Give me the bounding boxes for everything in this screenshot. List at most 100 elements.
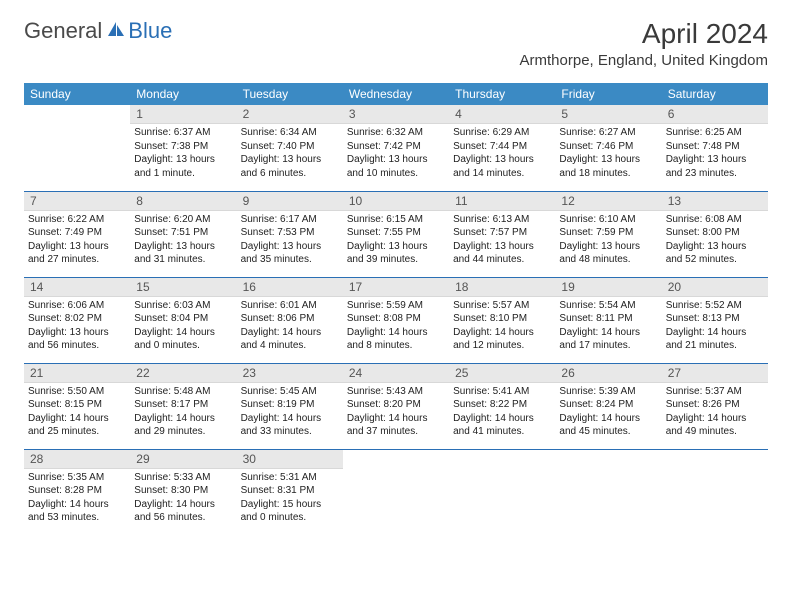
sunrise-text: Sunrise: 6:29 AM: [453, 126, 551, 140]
day-number: [343, 450, 449, 454]
day-content: Sunrise: 6:25 AMSunset: 7:48 PMDaylight:…: [662, 124, 768, 182]
calendar-cell: 6Sunrise: 6:25 AMSunset: 7:48 PMDaylight…: [662, 105, 768, 191]
sunset-text: Sunset: 7:53 PM: [241, 226, 339, 240]
sunset-text: Sunset: 8:13 PM: [666, 312, 764, 326]
sunset-text: Sunset: 7:55 PM: [347, 226, 445, 240]
calendar-cell: 30Sunrise: 5:31 AMSunset: 8:31 PMDayligh…: [237, 449, 343, 535]
sunrise-text: Sunrise: 6:08 AM: [666, 213, 764, 227]
sunrise-text: Sunrise: 6:15 AM: [347, 213, 445, 227]
daylight-text: Daylight: 13 hours and 44 minutes.: [453, 240, 551, 267]
day-number: [555, 450, 661, 454]
sunrise-text: Sunrise: 5:41 AM: [453, 385, 551, 399]
day-number: 27: [662, 364, 768, 383]
day-number: 15: [130, 278, 236, 297]
day-content: Sunrise: 6:15 AMSunset: 7:55 PMDaylight:…: [343, 211, 449, 269]
day-number: 3: [343, 105, 449, 124]
title-block: April 2024 Armthorpe, England, United Ki…: [520, 18, 768, 69]
sunrise-text: Sunrise: 5:59 AM: [347, 299, 445, 313]
day-content: Sunrise: 5:50 AMSunset: 8:15 PMDaylight:…: [24, 383, 130, 441]
day-content: Sunrise: 6:20 AMSunset: 7:51 PMDaylight:…: [130, 211, 236, 269]
calendar-row: 28Sunrise: 5:35 AMSunset: 8:28 PMDayligh…: [24, 449, 768, 535]
day-number: 26: [555, 364, 661, 383]
day-number: 14: [24, 278, 130, 297]
day-number: [24, 105, 130, 109]
day-content: Sunrise: 6:10 AMSunset: 7:59 PMDaylight:…: [555, 211, 661, 269]
sunset-text: Sunset: 8:30 PM: [134, 484, 232, 498]
sunrise-text: Sunrise: 6:03 AM: [134, 299, 232, 313]
sunrise-text: Sunrise: 5:50 AM: [28, 385, 126, 399]
calendar-cell: [449, 449, 555, 535]
day-content: Sunrise: 5:48 AMSunset: 8:17 PMDaylight:…: [130, 383, 236, 441]
sunrise-text: Sunrise: 5:45 AM: [241, 385, 339, 399]
day-number: 2: [237, 105, 343, 124]
daylight-text: Daylight: 14 hours and 49 minutes.: [666, 412, 764, 439]
day-number: 24: [343, 364, 449, 383]
daylight-text: Daylight: 13 hours and 6 minutes.: [241, 153, 339, 180]
calendar-cell: 10Sunrise: 6:15 AMSunset: 7:55 PMDayligh…: [343, 191, 449, 277]
daylight-text: Daylight: 13 hours and 35 minutes.: [241, 240, 339, 267]
calendar-cell: [662, 449, 768, 535]
calendar-cell: [555, 449, 661, 535]
day-number: [449, 450, 555, 454]
calendar-cell: 15Sunrise: 6:03 AMSunset: 8:04 PMDayligh…: [130, 277, 236, 363]
sunset-text: Sunset: 8:11 PM: [559, 312, 657, 326]
day-number: 10: [343, 192, 449, 211]
calendar-row: 14Sunrise: 6:06 AMSunset: 8:02 PMDayligh…: [24, 277, 768, 363]
day-content: Sunrise: 5:41 AMSunset: 8:22 PMDaylight:…: [449, 383, 555, 441]
sunset-text: Sunset: 8:00 PM: [666, 226, 764, 240]
sunrise-text: Sunrise: 5:31 AM: [241, 471, 339, 485]
day-content: Sunrise: 5:33 AMSunset: 8:30 PMDaylight:…: [130, 469, 236, 527]
daylight-text: Daylight: 13 hours and 31 minutes.: [134, 240, 232, 267]
day-content: Sunrise: 6:13 AMSunset: 7:57 PMDaylight:…: [449, 211, 555, 269]
location: Armthorpe, England, United Kingdom: [520, 52, 768, 69]
day-number: 5: [555, 105, 661, 124]
sunrise-text: Sunrise: 6:13 AM: [453, 213, 551, 227]
day-content: Sunrise: 5:31 AMSunset: 8:31 PMDaylight:…: [237, 469, 343, 527]
day-number: 11: [449, 192, 555, 211]
daylight-text: Daylight: 13 hours and 39 minutes.: [347, 240, 445, 267]
daylight-text: Daylight: 13 hours and 48 minutes.: [559, 240, 657, 267]
sunset-text: Sunset: 8:02 PM: [28, 312, 126, 326]
daylight-text: Daylight: 13 hours and 1 minute.: [134, 153, 232, 180]
sunset-text: Sunset: 7:49 PM: [28, 226, 126, 240]
calendar-cell: 16Sunrise: 6:01 AMSunset: 8:06 PMDayligh…: [237, 277, 343, 363]
header: General Blue April 2024 Armthorpe, Engla…: [0, 0, 792, 73]
calendar-cell: 13Sunrise: 6:08 AMSunset: 8:00 PMDayligh…: [662, 191, 768, 277]
sunset-text: Sunset: 8:15 PM: [28, 398, 126, 412]
day-header: Wednesday: [343, 83, 449, 105]
logo-text-general: General: [24, 18, 102, 44]
day-content: Sunrise: 6:01 AMSunset: 8:06 PMDaylight:…: [237, 297, 343, 355]
calendar-body: 1Sunrise: 6:37 AMSunset: 7:38 PMDaylight…: [24, 105, 768, 535]
sunrise-text: Sunrise: 6:37 AM: [134, 126, 232, 140]
calendar-cell: 3Sunrise: 6:32 AMSunset: 7:42 PMDaylight…: [343, 105, 449, 191]
day-number: 16: [237, 278, 343, 297]
calendar-row: 1Sunrise: 6:37 AMSunset: 7:38 PMDaylight…: [24, 105, 768, 191]
daylight-text: Daylight: 14 hours and 33 minutes.: [241, 412, 339, 439]
day-number: 25: [449, 364, 555, 383]
calendar-cell: 24Sunrise: 5:43 AMSunset: 8:20 PMDayligh…: [343, 363, 449, 449]
sunrise-text: Sunrise: 5:39 AM: [559, 385, 657, 399]
day-content: Sunrise: 6:32 AMSunset: 7:42 PMDaylight:…: [343, 124, 449, 182]
day-number: 6: [662, 105, 768, 124]
sunrise-text: Sunrise: 6:32 AM: [347, 126, 445, 140]
daylight-text: Daylight: 13 hours and 23 minutes.: [666, 153, 764, 180]
sunrise-text: Sunrise: 6:34 AM: [241, 126, 339, 140]
sunset-text: Sunset: 7:48 PM: [666, 140, 764, 154]
sunset-text: Sunset: 8:19 PM: [241, 398, 339, 412]
day-number: 28: [24, 450, 130, 469]
day-number: 29: [130, 450, 236, 469]
sunrise-text: Sunrise: 5:35 AM: [28, 471, 126, 485]
day-content: Sunrise: 6:08 AMSunset: 8:00 PMDaylight:…: [662, 211, 768, 269]
day-content: Sunrise: 5:35 AMSunset: 8:28 PMDaylight:…: [24, 469, 130, 527]
day-content: Sunrise: 5:52 AMSunset: 8:13 PMDaylight:…: [662, 297, 768, 355]
sunset-text: Sunset: 8:08 PM: [347, 312, 445, 326]
day-content: Sunrise: 6:22 AMSunset: 7:49 PMDaylight:…: [24, 211, 130, 269]
day-content: Sunrise: 6:37 AMSunset: 7:38 PMDaylight:…: [130, 124, 236, 182]
day-content: Sunrise: 5:43 AMSunset: 8:20 PMDaylight:…: [343, 383, 449, 441]
day-number: 13: [662, 192, 768, 211]
day-content: Sunrise: 6:27 AMSunset: 7:46 PMDaylight:…: [555, 124, 661, 182]
daylight-text: Daylight: 14 hours and 56 minutes.: [134, 498, 232, 525]
day-number: 23: [237, 364, 343, 383]
sunrise-text: Sunrise: 5:52 AM: [666, 299, 764, 313]
sunset-text: Sunset: 8:06 PM: [241, 312, 339, 326]
